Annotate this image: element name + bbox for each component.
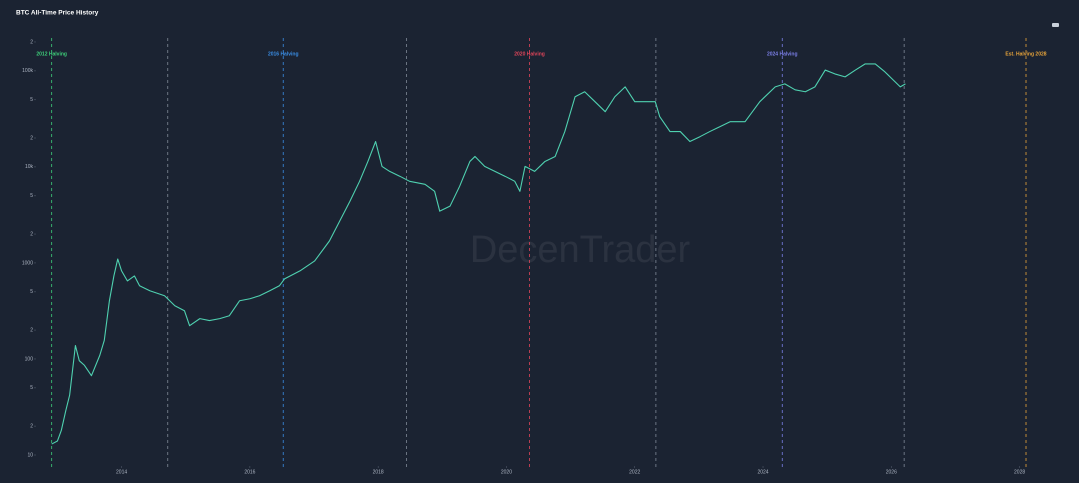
x-tick-label: 2014 xyxy=(116,469,127,475)
x-tick-label: 2024 xyxy=(757,469,768,475)
price-line xyxy=(51,63,906,445)
y-tick-label: 5 xyxy=(30,289,33,295)
y-tick-label: 2 xyxy=(30,231,33,237)
y-tick-label: 10k xyxy=(25,164,34,170)
y-tick-label: 2 xyxy=(30,327,33,333)
chart-title: BTC All-Time Price History xyxy=(16,10,99,17)
x-tick-label: 2020 xyxy=(501,469,512,475)
halving-label: Est. Halving 2028 xyxy=(1005,51,1046,57)
halving-label: 2016 Halving xyxy=(268,51,299,57)
y-tick-label: 2 xyxy=(30,135,33,141)
x-tick-label: 2022 xyxy=(629,469,640,475)
watermark: DecenTrader xyxy=(470,229,691,271)
halving-label: 2024 Halving xyxy=(767,51,798,57)
y-tick-label: 5 xyxy=(30,193,33,199)
y-tick-label: 5 xyxy=(30,97,33,103)
halving-label: 2012 Halving xyxy=(36,51,67,57)
x-tick-label: 2028 xyxy=(1014,469,1025,475)
x-tick-label: 2016 xyxy=(244,469,255,475)
y-tick-label: 2 xyxy=(30,423,33,429)
y-tick-label: 10 xyxy=(27,452,33,458)
halving-label: 2020 Halving xyxy=(514,51,545,57)
menu-icon[interactable] xyxy=(1052,23,1059,27)
x-tick-label: 2018 xyxy=(373,469,384,475)
y-tick-label: 1000 xyxy=(22,260,33,266)
x-tick-label: 2026 xyxy=(886,469,897,475)
y-tick-label: 100 xyxy=(25,356,34,362)
menu-button[interactable] xyxy=(1052,23,1059,27)
y-tick-label: 100k xyxy=(22,68,33,74)
y-tick-label: 5 xyxy=(30,385,33,391)
y-tick-label: 2 xyxy=(30,39,33,45)
